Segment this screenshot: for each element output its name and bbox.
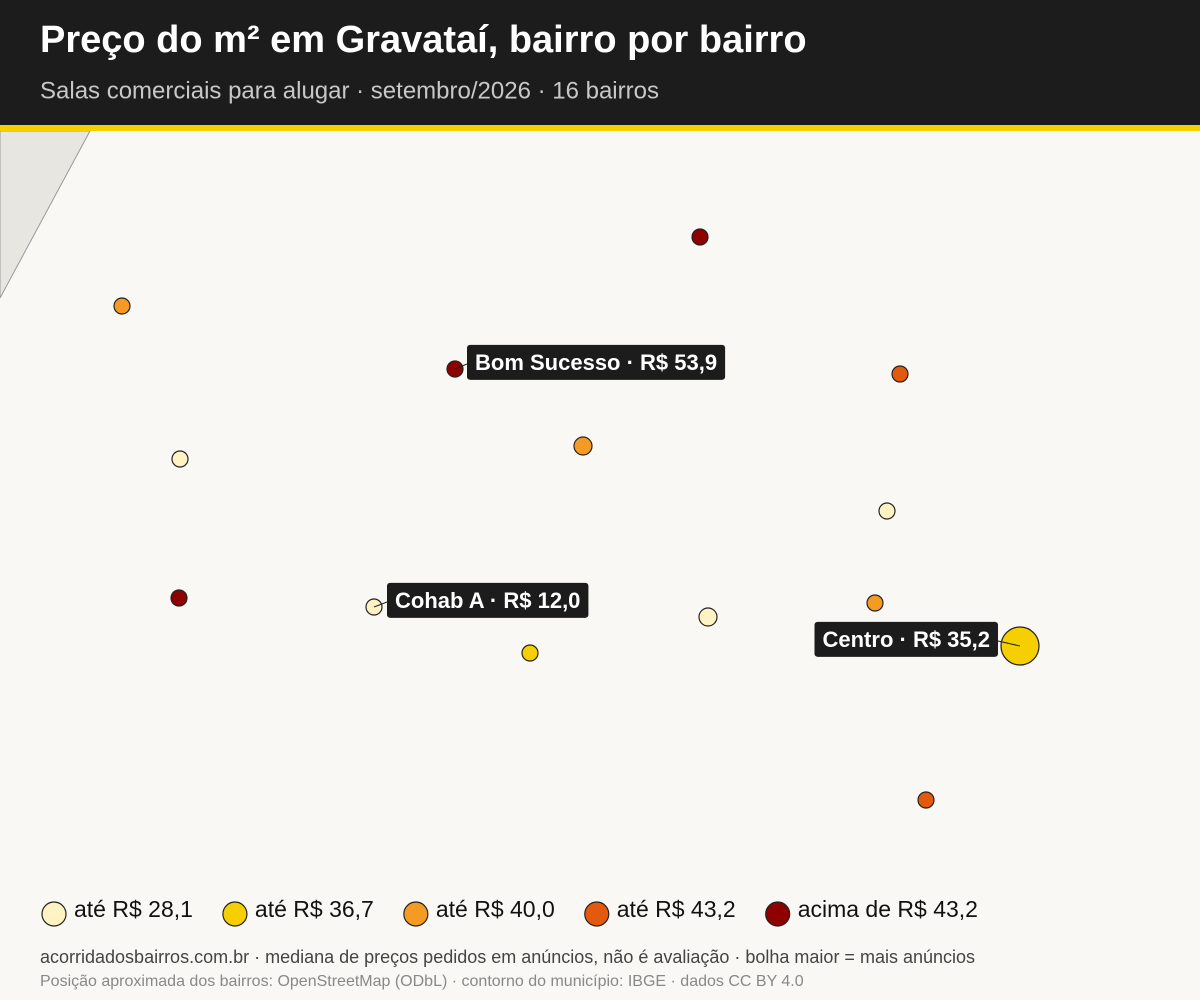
bubble bbox=[691, 228, 709, 246]
legend-label: até R$ 36,7 bbox=[255, 896, 374, 922]
bubble-label: Cohab A · R$ 12,0 bbox=[395, 588, 580, 613]
legend-swatch bbox=[41, 901, 67, 927]
leader-line bbox=[997, 640, 1021, 647]
bubble bbox=[917, 791, 935, 809]
legend-swatch bbox=[403, 901, 429, 927]
label-box bbox=[814, 621, 998, 657]
subtitle: Salas comerciais para alugar · setembro/… bbox=[40, 77, 659, 104]
legend-swatch bbox=[765, 901, 791, 927]
footer-source: Posição aproximada dos bairros: OpenStre… bbox=[40, 973, 804, 990]
legend-label: até R$ 28,1 bbox=[74, 896, 193, 922]
legend-label: acima de R$ 43,2 bbox=[798, 896, 978, 922]
header-stripe bbox=[0, 125, 1200, 131]
bubble bbox=[521, 644, 539, 662]
label-box bbox=[467, 344, 726, 380]
bubble bbox=[866, 594, 884, 612]
bubble bbox=[113, 297, 131, 315]
leader-line bbox=[454, 363, 468, 370]
legend-swatch bbox=[584, 901, 610, 927]
bubble-label: Centro · R$ 35,2 bbox=[823, 627, 991, 652]
label-box bbox=[387, 582, 589, 618]
bubble bbox=[698, 607, 718, 627]
footer-note: acorridadosbairros.com.br · mediana de p… bbox=[40, 947, 975, 967]
legend-label: até R$ 40,0 bbox=[436, 896, 555, 922]
bubble bbox=[891, 365, 909, 383]
title: Preço do m² em Gravataí, bairro por bair… bbox=[40, 19, 807, 61]
legend: até R$ 28,1 até R$ 36,7 até R$ 40,0 até R$ … bbox=[41, 896, 978, 927]
header-bar bbox=[0, 0, 1200, 125]
bubble bbox=[171, 450, 189, 468]
legend-swatch bbox=[222, 901, 248, 927]
bubble bbox=[170, 589, 188, 607]
legend-label: até R$ 43,2 bbox=[617, 896, 736, 922]
bubble bbox=[573, 436, 593, 456]
leader-line bbox=[373, 601, 388, 608]
bubbles: Bom Sucesso · R$ 53,9 Cohab A · R$ 12,0 Ce… bbox=[113, 228, 1040, 809]
bubble bbox=[878, 502, 896, 520]
bubble-label: Bom Sucesso · R$ 53,9 bbox=[475, 350, 717, 375]
